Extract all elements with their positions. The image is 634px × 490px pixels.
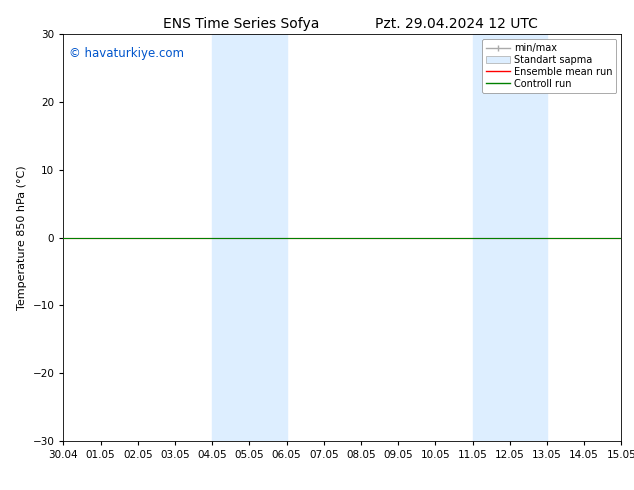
Legend: min/max, Standart sapma, Ensemble mean run, Controll run: min/max, Standart sapma, Ensemble mean r…: [482, 39, 616, 93]
Bar: [472, 34, 547, 441]
Text: ENS Time Series Sofya: ENS Time Series Sofya: [163, 17, 319, 31]
Bar: [212, 34, 287, 441]
Y-axis label: Temperature 850 hPa (°C): Temperature 850 hPa (°C): [17, 165, 27, 310]
Text: © havaturkiye.com: © havaturkiye.com: [69, 47, 184, 59]
Text: Pzt. 29.04.2024 12 UTC: Pzt. 29.04.2024 12 UTC: [375, 17, 538, 31]
